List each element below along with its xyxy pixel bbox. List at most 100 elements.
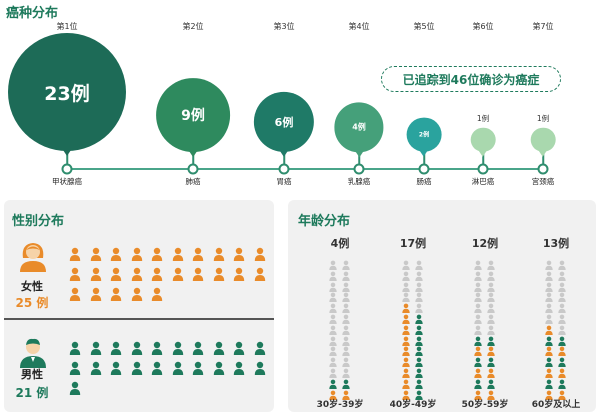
timeline-node bbox=[477, 163, 489, 175]
age-person-icon bbox=[414, 363, 424, 382]
rank-label: 第5位 bbox=[413, 22, 435, 31]
age-person-icon bbox=[414, 341, 424, 360]
age-person-icon bbox=[401, 266, 411, 285]
age-person-icon bbox=[557, 385, 567, 404]
timeline-node bbox=[278, 163, 290, 175]
age-person-icon bbox=[486, 341, 496, 360]
age-person-icon bbox=[341, 287, 351, 306]
gender-divider bbox=[4, 318, 274, 320]
age-person-icon bbox=[557, 287, 567, 306]
case-count-label: 1例 bbox=[536, 114, 550, 124]
age-person-icon bbox=[401, 298, 411, 317]
age-range-label: 60岁及以上 bbox=[531, 400, 581, 410]
case-bubble: 4例 bbox=[334, 102, 384, 152]
age-person-icon bbox=[328, 309, 338, 328]
age-person-icon bbox=[473, 363, 483, 382]
age-person-icon bbox=[557, 320, 567, 339]
age-person-icon bbox=[486, 331, 496, 350]
age-person-icon bbox=[341, 363, 351, 382]
person-icon bbox=[233, 340, 245, 359]
tracked-note: 已追踪到46位确诊为癌症 bbox=[381, 66, 561, 92]
age-person-icon bbox=[486, 352, 496, 371]
age-person-icon bbox=[473, 331, 483, 350]
person-icon bbox=[131, 266, 143, 285]
person-icon bbox=[213, 246, 225, 265]
age-person-icon bbox=[401, 363, 411, 382]
age-section-title: 年龄分布 bbox=[298, 214, 351, 229]
person-icon bbox=[110, 340, 122, 359]
age-person-icon bbox=[473, 341, 483, 360]
female-label: 女性 bbox=[21, 280, 43, 293]
age-person-icon bbox=[473, 374, 483, 393]
age-person-icon bbox=[328, 298, 338, 317]
person-icon bbox=[192, 360, 204, 379]
age-person-icon bbox=[414, 287, 424, 306]
person-icon bbox=[90, 286, 102, 305]
age-person-icon bbox=[557, 331, 567, 350]
age-person-icon bbox=[414, 266, 424, 285]
age-person-icon bbox=[341, 277, 351, 296]
person-icon bbox=[213, 340, 225, 359]
age-person-icon bbox=[473, 298, 483, 317]
age-range-label: 50岁-59岁 bbox=[461, 400, 509, 410]
age-person-icon bbox=[486, 298, 496, 317]
age-range-label: 30岁-39岁 bbox=[316, 400, 364, 410]
age-person-icon bbox=[473, 320, 483, 339]
bubble-stem bbox=[482, 152, 484, 168]
age-person-icon bbox=[557, 309, 567, 328]
cancer-name: 肺癌 bbox=[185, 177, 201, 186]
age-person-icon bbox=[341, 374, 351, 393]
age-person-icon bbox=[486, 320, 496, 339]
timeline-node bbox=[353, 163, 365, 175]
person-icon bbox=[254, 360, 266, 379]
age-range-label: 40岁-49岁 bbox=[389, 400, 437, 410]
person-icon bbox=[110, 266, 122, 285]
age-person-icon bbox=[544, 320, 554, 339]
person-icon bbox=[131, 340, 143, 359]
person-icon bbox=[213, 360, 225, 379]
age-count-label: 4例 bbox=[330, 237, 350, 250]
person-icon bbox=[192, 246, 204, 265]
person-icon bbox=[131, 246, 143, 265]
age-person-icon bbox=[341, 341, 351, 360]
age-person-icon bbox=[401, 331, 411, 350]
age-person-icon bbox=[414, 298, 424, 317]
case-bubble: 2例 bbox=[406, 117, 442, 152]
person-icon bbox=[110, 360, 122, 379]
male-avatar-icon bbox=[19, 336, 47, 372]
case-bubble bbox=[470, 127, 496, 152]
person-icon bbox=[90, 246, 102, 265]
case-bubble: 9例 bbox=[156, 78, 230, 152]
male-label: 男性 bbox=[21, 368, 43, 381]
male-count: 21 例 bbox=[15, 386, 49, 400]
bubble-stem bbox=[66, 151, 68, 168]
rank-label: 第1位 bbox=[56, 22, 78, 31]
age-person-icon bbox=[473, 277, 483, 296]
person-icon bbox=[131, 360, 143, 379]
person-icon bbox=[69, 246, 81, 265]
age-person-icon bbox=[414, 277, 424, 296]
age-person-icon bbox=[544, 363, 554, 382]
person-icon bbox=[172, 266, 184, 285]
age-person-icon bbox=[486, 287, 496, 306]
age-person-icon bbox=[401, 309, 411, 328]
age-person-icon bbox=[341, 320, 351, 339]
age-person-icon bbox=[414, 309, 424, 328]
age-person-icon bbox=[401, 385, 411, 404]
person-icon bbox=[192, 340, 204, 359]
age-person-icon bbox=[557, 255, 567, 274]
age-person-icon bbox=[544, 266, 554, 285]
person-icon bbox=[151, 266, 163, 285]
cancer-name: 淋巴癌 bbox=[471, 177, 495, 186]
age-person-icon bbox=[328, 255, 338, 274]
cancer-name: 甲状腺癌 bbox=[52, 177, 82, 186]
person-icon bbox=[90, 360, 102, 379]
bubble-stem bbox=[423, 152, 425, 168]
age-person-icon bbox=[557, 277, 567, 296]
age-person-icon bbox=[557, 298, 567, 317]
person-icon bbox=[69, 380, 81, 399]
person-icon bbox=[151, 246, 163, 265]
person-icon bbox=[90, 340, 102, 359]
age-person-icon bbox=[328, 266, 338, 285]
gender-panel bbox=[4, 200, 274, 412]
